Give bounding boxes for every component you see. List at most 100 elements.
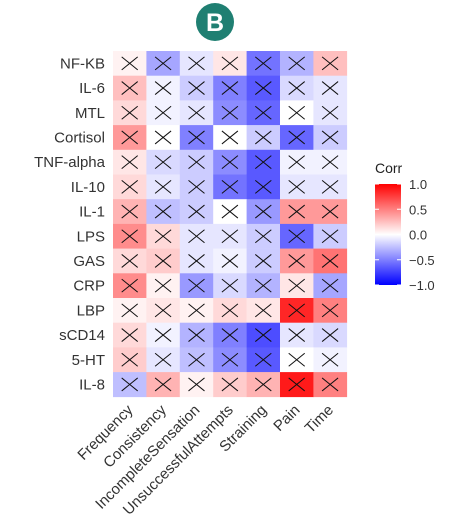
- cross-marker: [254, 130, 272, 145]
- panel-label: B: [206, 9, 224, 37]
- cross-marker: [188, 204, 205, 219]
- cross-marker: [121, 377, 139, 392]
- cross-marker: [254, 179, 272, 194]
- legend-tick-label: 1.0: [409, 177, 427, 192]
- cross-marker: [221, 130, 239, 145]
- cross-marker: [288, 278, 306, 293]
- cross-marker: [321, 303, 339, 318]
- cross-marker: [288, 56, 306, 71]
- panel-badge: B: [196, 3, 234, 41]
- cross-marker: [321, 56, 339, 71]
- cross-marker: [254, 377, 272, 392]
- legend-ticks: 1.0 0.5 0.0 −0.5 −1.0: [375, 177, 435, 293]
- cross-marker: [321, 130, 339, 145]
- cross-marker: [221, 303, 239, 318]
- cross-marker: [154, 81, 172, 95]
- cross-marker: [288, 303, 306, 318]
- cross-marker: [121, 328, 139, 342]
- cross-marker: [254, 204, 272, 219]
- cross-marker: [188, 179, 205, 194]
- row-label: Cortisol: [54, 129, 105, 146]
- cross-marker: [221, 254, 239, 268]
- cross-marker: [188, 254, 205, 268]
- cross-marker: [188, 56, 205, 71]
- cross-marker: [154, 155, 172, 170]
- cross-marker: [154, 303, 172, 318]
- cross-marker: [221, 81, 239, 95]
- row-label: IL-1: [79, 204, 105, 221]
- cross-marker: [154, 130, 172, 145]
- cross-marker: [188, 377, 205, 392]
- cross-marker: [154, 105, 172, 120]
- cross-marker: [121, 204, 139, 219]
- row-label: sCD14: [59, 327, 105, 344]
- cross-marker: [254, 254, 272, 268]
- cross-marker: [188, 303, 205, 318]
- cross-marker: [288, 155, 306, 170]
- cross-marker: [254, 328, 272, 342]
- cross-marker: [288, 130, 306, 145]
- cross-marker: [221, 155, 239, 170]
- cross-marker: [221, 328, 239, 342]
- cross-marker: [321, 81, 339, 95]
- cross-marker: [321, 352, 339, 367]
- heatmap-cross-markers: [121, 56, 339, 392]
- cross-marker: [288, 204, 306, 219]
- cross-marker: [154, 254, 172, 268]
- cross-marker: [254, 229, 272, 244]
- cross-marker: [121, 352, 139, 367]
- row-label: CRP: [73, 278, 105, 295]
- cross-marker: [321, 229, 339, 244]
- cross-marker: [254, 105, 272, 120]
- row-label: IL-10: [71, 179, 105, 196]
- cross-marker: [288, 81, 306, 95]
- legend-colorbar: [375, 184, 401, 285]
- cross-marker: [221, 56, 239, 71]
- cross-marker: [188, 328, 205, 342]
- cross-marker: [221, 278, 239, 293]
- cross-marker: [121, 278, 139, 293]
- cross-marker: [188, 155, 205, 170]
- row-label: TNF-alpha: [34, 154, 106, 171]
- heatmap-cells: [113, 51, 348, 398]
- cross-marker: [121, 56, 139, 71]
- cross-marker: [121, 105, 139, 120]
- cross-marker: [254, 352, 272, 367]
- cross-marker: [254, 303, 272, 318]
- row-label: MTL: [75, 105, 105, 122]
- cross-marker: [121, 254, 139, 268]
- cross-marker: [154, 229, 172, 244]
- cross-marker: [221, 204, 239, 219]
- row-label: 5-HT: [72, 352, 105, 369]
- column-labels: FrequencyConsistencyIncompleteSensationU…: [74, 401, 337, 518]
- cross-marker: [121, 179, 139, 194]
- cross-marker: [154, 377, 172, 392]
- cross-marker: [321, 155, 339, 170]
- cross-marker: [154, 56, 172, 71]
- row-label: LPS: [77, 228, 105, 245]
- cross-marker: [288, 328, 306, 342]
- cross-marker: [288, 254, 306, 268]
- cross-marker: [154, 179, 172, 194]
- cross-marker: [154, 204, 172, 219]
- cross-marker: [121, 303, 139, 318]
- cross-marker: [121, 155, 139, 170]
- cross-marker: [288, 105, 306, 120]
- row-label: IL-8: [79, 376, 105, 393]
- cross-marker: [254, 155, 272, 170]
- badge-circle: [196, 3, 234, 41]
- column-label: Pain: [270, 402, 303, 435]
- legend-tick-label: 0.0: [409, 228, 427, 243]
- cross-marker: [154, 328, 172, 342]
- cross-marker: [288, 377, 306, 392]
- row-label: NF-KB: [60, 55, 105, 72]
- legend-tick-label: −1.0: [409, 278, 435, 293]
- cross-marker: [188, 352, 205, 367]
- cross-marker: [321, 179, 339, 194]
- legend-title: Corr: [375, 160, 403, 176]
- cross-marker: [221, 352, 239, 367]
- cross-marker: [121, 229, 139, 244]
- cross-marker: [254, 278, 272, 293]
- cross-marker: [321, 278, 339, 293]
- row-label: IL-6: [79, 80, 105, 97]
